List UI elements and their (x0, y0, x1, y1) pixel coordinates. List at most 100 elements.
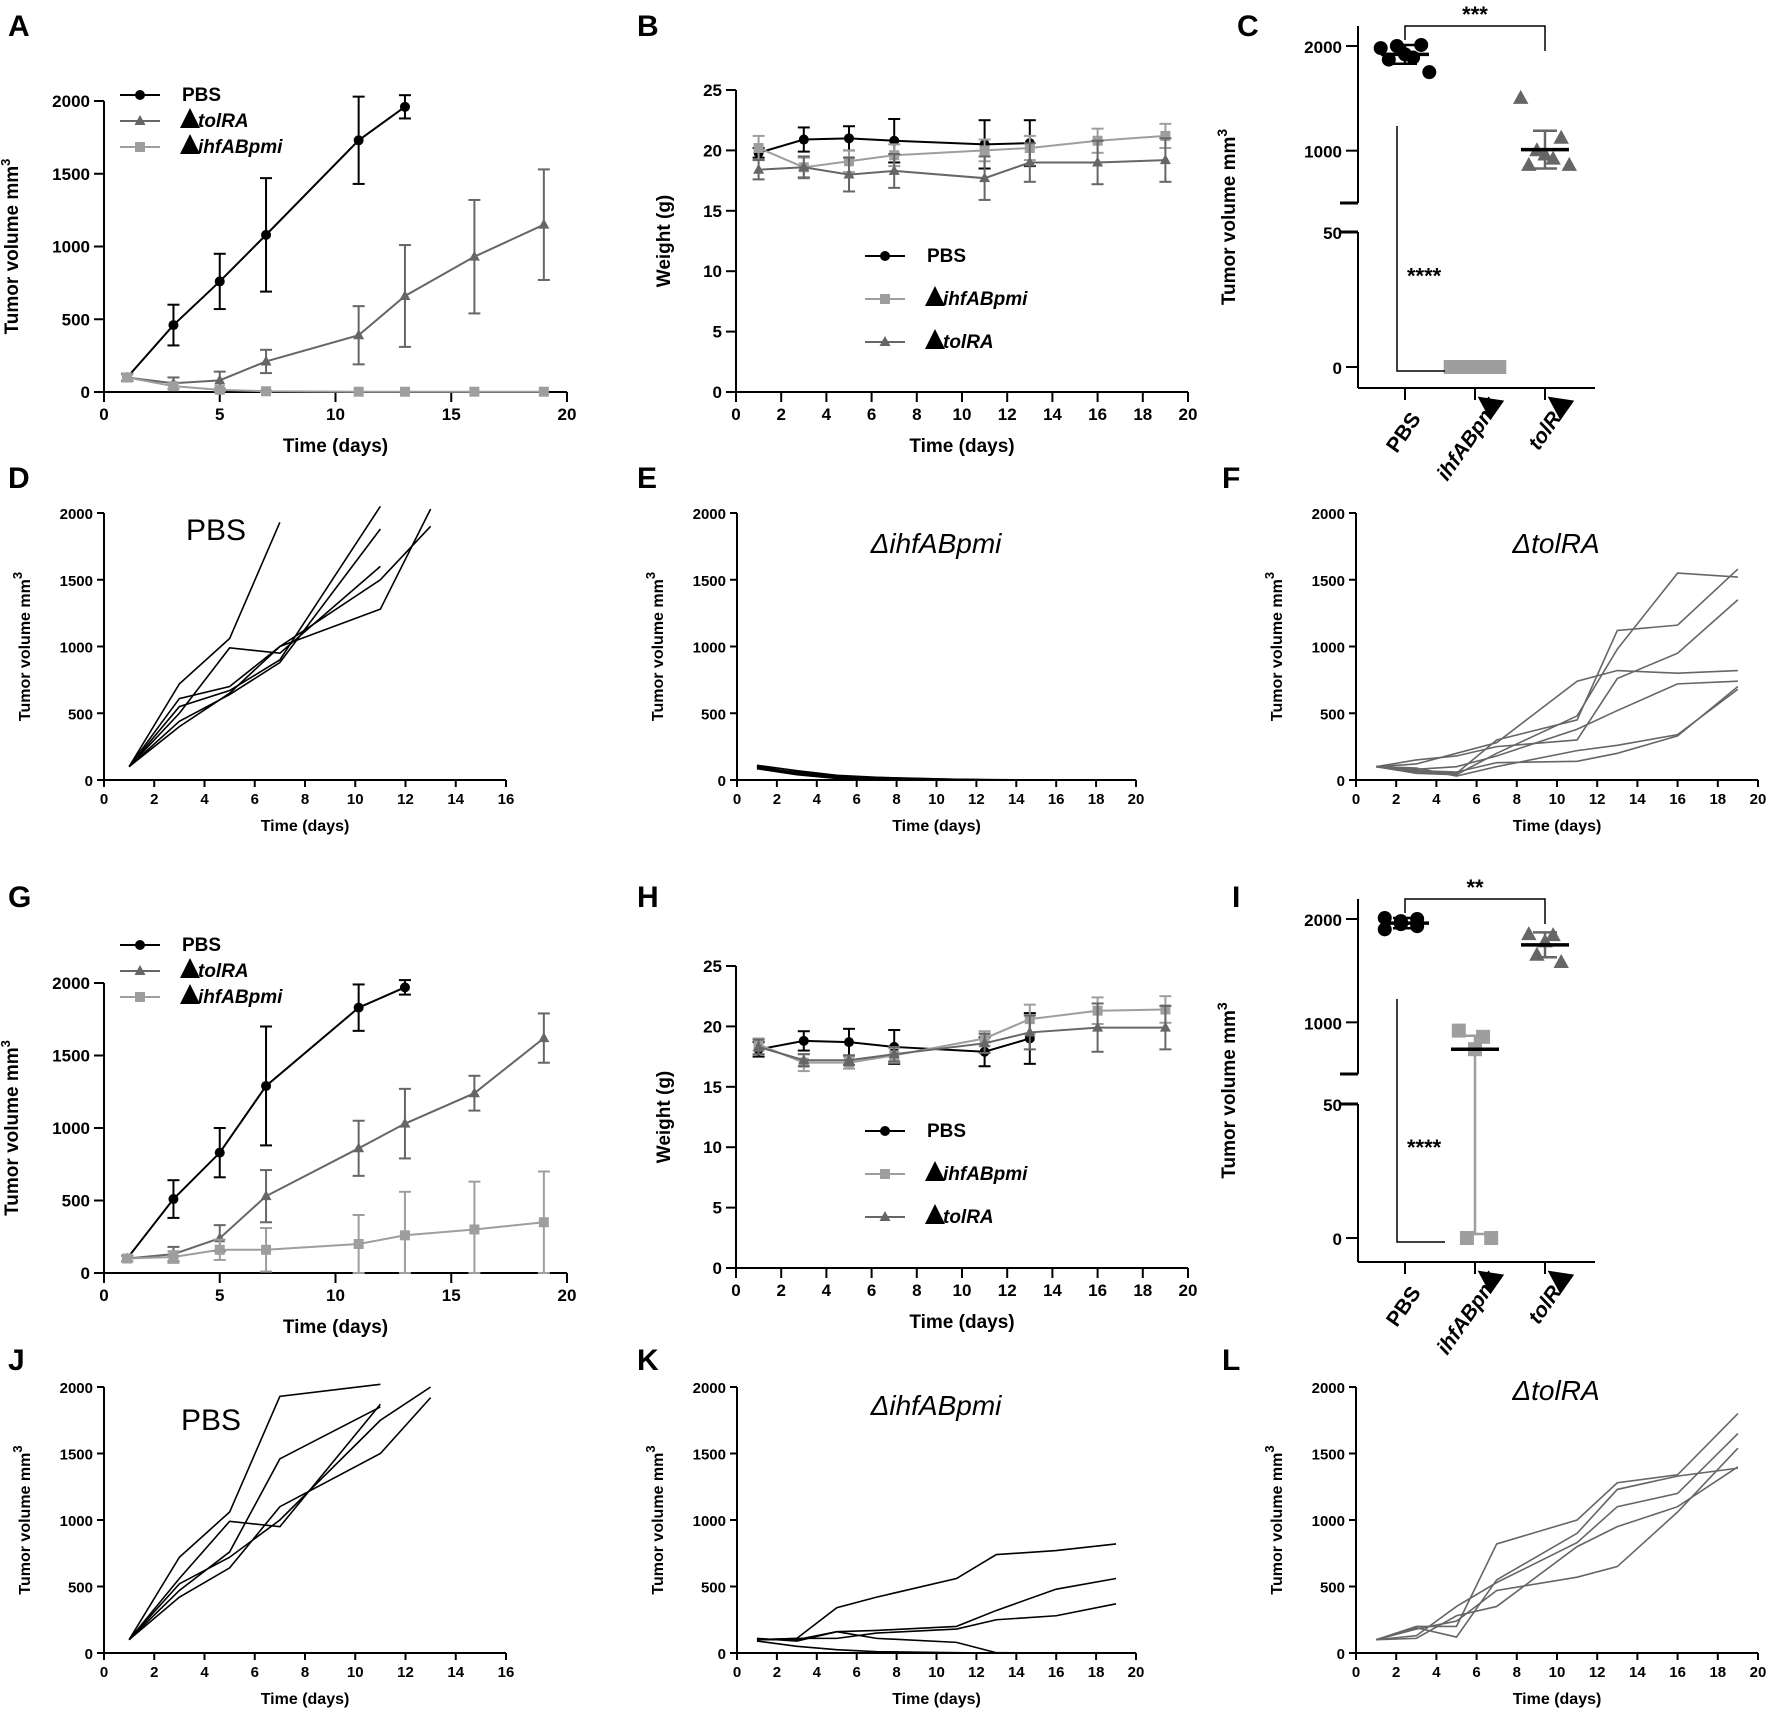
delta-icon (180, 108, 200, 128)
category-label: tolRA (1524, 1269, 1575, 1328)
y-axis-label-text: Tumor volume mm (1269, 579, 1286, 721)
x-tick-label: 16 (1088, 1281, 1107, 1300)
x-tick-label: 18 (1133, 405, 1152, 424)
data-point (1377, 922, 1392, 937)
x-tick-label: 15 (442, 1286, 461, 1305)
y-axis-label-text: Tumor volume mm (1219, 1010, 1240, 1179)
panel-label: H (637, 881, 659, 914)
panel-L: 0 2 4 6 8 10 12 14 16 18 20 0 500 1000 1500 2000 Time (d… (1262, 1375, 1766, 1708)
panel-label: F (1222, 462, 1240, 495)
y-tick-label: 5 (713, 323, 722, 342)
x-tick-label: 12 (1589, 791, 1606, 808)
x-tick-label: 8 (301, 791, 309, 808)
x-tick-label: 4 (822, 405, 832, 424)
data-point (843, 1054, 855, 1065)
x-tick-label: 20 (1179, 405, 1198, 424)
series-line (1375, 572, 1738, 776)
y-tick-label: 1000 (1312, 640, 1345, 657)
y-axis-label: Tumor volume mm3 (1262, 572, 1286, 721)
x-tick-label: 16 (498, 791, 515, 808)
y-axis-label-sup: 3 (1262, 1445, 1277, 1452)
series-tolRA (752, 1002, 1172, 1068)
y-tick-label: 0 (85, 773, 93, 790)
data-point (1024, 156, 1036, 167)
legend-marker (879, 1211, 891, 1221)
y-tick-label: 1000 (1304, 143, 1342, 162)
panel-label: D (8, 462, 30, 495)
legend-label: tolRA (943, 1207, 994, 1228)
x-tick-label: 6 (1472, 1664, 1480, 1681)
chart-title: ΔtolRA (1511, 1375, 1599, 1406)
series-line (1376, 1466, 1739, 1641)
category-label-ihfABpmi: ihfABpmi (1432, 394, 1505, 485)
data-point (753, 142, 764, 153)
x-tick-label: 0 (733, 791, 741, 808)
series-line (758, 1037, 1031, 1053)
legend-label: ihfABpmi (198, 137, 283, 158)
panel-C: 1000 2000 0 50 Tumor volume mm3 PBS ihfABpmi to… (1214, 2, 1595, 485)
legend: PBS tolRA ihfABpmi (120, 935, 283, 1008)
x-tick-label: 2 (773, 1664, 781, 1681)
series-line-6 (1376, 685, 1739, 773)
panel-G: 0 5 10 15 20 0 500 1000 1500 2000 Time (days) Tumor… (0, 935, 576, 1338)
x-tick-label: 16 (1048, 1664, 1065, 1681)
data-point (1406, 50, 1421, 65)
group-PBS (1377, 910, 1429, 937)
legend-marker (134, 965, 146, 975)
group-ihfABpmi (1451, 1023, 1499, 1245)
chart-title: PBS (181, 1404, 241, 1437)
x-tick-label: 20 (1750, 1664, 1767, 1681)
series-line (756, 1640, 1117, 1654)
series-line-3 (1376, 669, 1738, 768)
significance-bracket (1396, 999, 1445, 1243)
x-tick-label: 12 (397, 791, 414, 808)
data-point (1521, 156, 1537, 171)
x-tick-label: 12 (397, 1664, 414, 1681)
x-tick-label: 10 (1549, 1664, 1566, 1681)
y-tick-label: 1000 (52, 238, 90, 257)
series-line (758, 137, 1030, 154)
y-tick-label: 2000 (1312, 1380, 1345, 1397)
y-axis-label: Tumor volume mm3 (1262, 1445, 1286, 1594)
data-point (260, 355, 272, 366)
category-label: PBS (1382, 408, 1426, 457)
legend-marker (880, 294, 890, 304)
group-tolRA (1513, 89, 1577, 171)
y-axis-label-sup: 3 (1214, 129, 1230, 137)
data-point (798, 134, 809, 145)
data-point (1092, 1021, 1104, 1032)
x-tick-label: 12 (1589, 1664, 1606, 1681)
data-point (168, 381, 179, 392)
delta-icon (180, 134, 200, 154)
y-tick-label: 2000 (693, 1380, 726, 1397)
panel-F: 0 2 4 6 8 10 12 14 16 18 20 0 500 1000 1500 2000 Time (d… (1262, 506, 1766, 835)
data-point (399, 289, 411, 300)
series-line-3 (128, 1386, 432, 1641)
category-label-tolRA: tolRA (1524, 1269, 1575, 1328)
x-tick-label: 10 (928, 791, 945, 808)
x-tick-label: 8 (912, 405, 921, 424)
data-point (261, 386, 272, 397)
significance-label: **** (1407, 264, 1442, 289)
legend-label: PBS (182, 85, 221, 106)
data-point (538, 1032, 550, 1043)
data-point (538, 1217, 549, 1228)
series-line (128, 1383, 381, 1641)
data-point (468, 1087, 480, 1098)
chart-title: PBS (186, 514, 246, 547)
y-axis-label: Tumor volume mm3 (643, 572, 667, 721)
legend: PBS ihfABpmi tolRA (865, 246, 1028, 353)
y-tick-label: 1500 (60, 1447, 93, 1464)
data-point (1561, 156, 1577, 171)
x-tick-label: 20 (558, 405, 577, 424)
y-axis-label: Weight (g) (654, 1071, 675, 1164)
delta-icon (1477, 1270, 1505, 1295)
series-line (1375, 568, 1739, 775)
legend-marker (134, 115, 146, 125)
x-tick-label: 14 (1629, 791, 1646, 808)
y-tick-label: 2000 (693, 506, 726, 523)
legend: PBS ihfABpmi tolRA (865, 1121, 1028, 1228)
legend-label: tolRA (198, 111, 249, 132)
series-line-1 (1375, 572, 1738, 776)
y-axis-label-text: Tumor volume mm (1269, 1453, 1286, 1595)
